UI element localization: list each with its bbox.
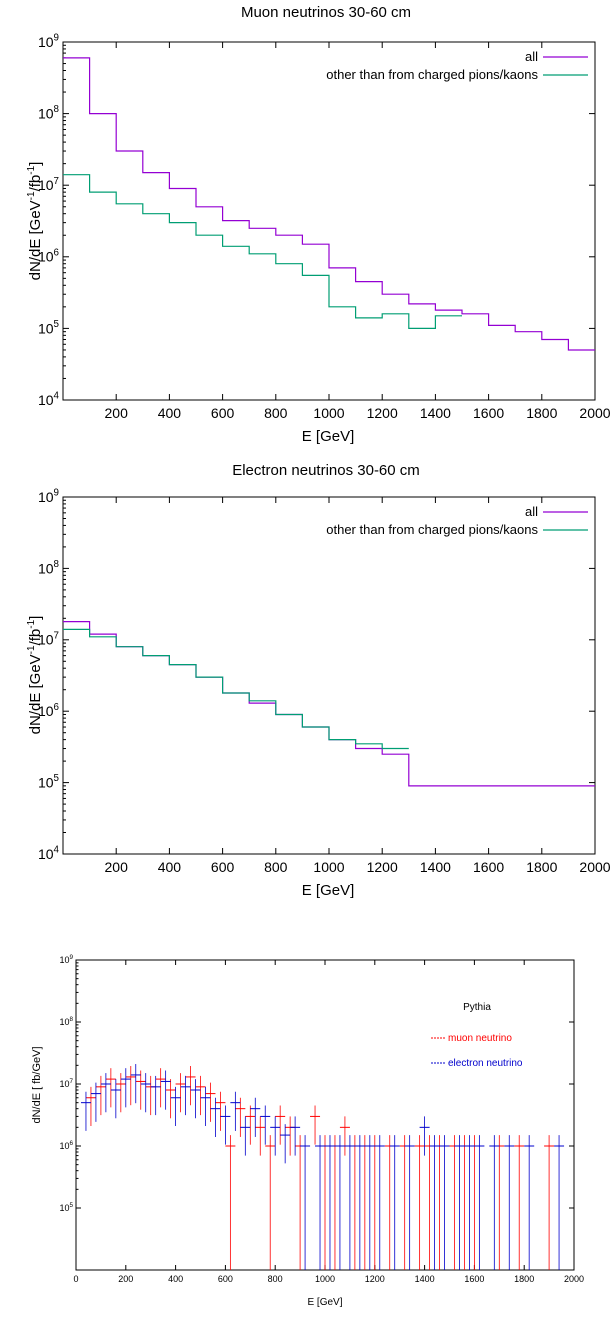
series-group <box>63 621 595 787</box>
x-tick-label: 800 <box>264 405 288 421</box>
axis-ticks: 200 400 600 800 1000 1200 1400 1600 1800 2000 104 1… <box>38 488 611 875</box>
x-tick-label: 1200 <box>367 859 398 875</box>
chart-title: Electron neutrinos 30-60 cm <box>232 462 420 479</box>
series-line-all <box>63 57 595 351</box>
legend: Pythia muon neutrino electron neutrino <box>431 1002 523 1069</box>
x-tick-label: 1200 <box>365 1274 385 1284</box>
legend-label-all: all <box>525 49 538 64</box>
x-tick-label: 400 <box>158 405 182 421</box>
panel-muon: Muon neutrinos 30-60 cm 200 400 600 800 1000… <box>26 4 611 445</box>
series-group <box>80 1064 565 1270</box>
x-tick-label: 1800 <box>526 405 557 421</box>
x-axis-label: E [GeV] <box>302 428 355 445</box>
y-axis-label: dN/dE [ fb/GeV] <box>31 1046 43 1123</box>
y-tick-label: 105 <box>38 319 60 336</box>
legend-label-other: other than from charged pions/kaons <box>326 522 538 537</box>
x-tick-label: 400 <box>168 1274 183 1284</box>
x-tick-label: 800 <box>264 859 288 875</box>
y-tick-label: 107 <box>59 1078 73 1089</box>
x-tick-label: 1600 <box>473 405 504 421</box>
y-tick-label: 106 <box>59 1140 73 1151</box>
x-tick-label: 1600 <box>464 1274 484 1284</box>
y-tick-label: 107 <box>38 176 59 193</box>
series-group <box>63 57 595 351</box>
x-axis-label: E [GeV] <box>302 882 355 899</box>
legend-label-other: other than from charged pions/kaons <box>326 67 538 82</box>
y-tick-label: 104 <box>38 391 60 408</box>
y-tick-label: 108 <box>38 559 60 576</box>
panel-electron: Electron neutrinos 30-60 cm 200 400 600 800… <box>26 462 611 899</box>
x-tick-label: 400 <box>158 859 182 875</box>
x-tick-label: 1400 <box>420 859 451 875</box>
x-tick-label: 1200 <box>367 405 398 421</box>
x-tick-label: 1400 <box>420 405 451 421</box>
x-tick-label: 200 <box>105 405 129 421</box>
y-tick-label: 104 <box>38 845 60 862</box>
y-tick-label: 108 <box>59 1016 73 1027</box>
x-tick-label: 200 <box>118 1274 133 1284</box>
series-line-other <box>63 174 462 329</box>
x-tick-label: 200 <box>105 859 129 875</box>
y-tick-label: 106 <box>38 702 60 719</box>
x-tick-label: 2000 <box>564 1274 584 1284</box>
plot-frame <box>62 496 596 855</box>
x-axis-label: E [GeV] <box>307 1297 342 1308</box>
axis-ticks: 200 400 600 800 1000 1200 1400 1600 1800 2000 104 1… <box>38 33 611 421</box>
y-tick-label: 105 <box>59 1202 73 1213</box>
x-tick-label: 1800 <box>514 1274 534 1284</box>
y-axis-label: dN/dE [GeV-1/fb-1] <box>26 162 44 281</box>
series-line-other <box>63 628 409 750</box>
y-tick-label: 109 <box>38 33 59 50</box>
panel-pythia: 0 200 400 600 800 1000 1200 1400 1600 1800 2000 105… <box>31 954 584 1308</box>
y-axis-label: dN/dE [GeV-1/fb-1] <box>26 616 44 735</box>
x-tick-label: 2000 <box>579 405 610 421</box>
y-tick-label: 109 <box>59 954 73 965</box>
y-tick-label: 108 <box>38 104 60 121</box>
plot-frame <box>62 41 596 401</box>
y-tick-label: 106 <box>38 247 60 264</box>
chart-title: Muon neutrinos 30-60 cm <box>241 4 411 21</box>
x-tick-label: 1400 <box>415 1274 435 1284</box>
legend: all other than from charged pions/kaons <box>326 49 588 82</box>
x-tick-label: 1800 <box>526 859 557 875</box>
legend: all other than from charged pions/kaons <box>326 504 588 537</box>
y-tick-label: 109 <box>38 488 59 505</box>
axis-ticks: 0 200 400 600 800 1000 1200 1400 1600 1800 2000 105… <box>59 954 584 1284</box>
x-tick-label: 600 <box>211 859 235 875</box>
legend-label-electron: electron neutrino <box>448 1058 523 1069</box>
x-tick-label: 600 <box>211 405 235 421</box>
y-tick-label: 105 <box>38 773 60 790</box>
legend-label-muon: muon neutrino <box>448 1033 512 1044</box>
x-tick-label: 1600 <box>473 859 504 875</box>
legend-title: Pythia <box>463 1002 491 1013</box>
x-tick-label: 600 <box>218 1274 233 1284</box>
legend-label-all: all <box>525 504 538 519</box>
x-tick-label: 2000 <box>579 859 610 875</box>
x-tick-label: 800 <box>268 1274 283 1284</box>
x-tick-label: 0 <box>73 1274 78 1284</box>
x-tick-label: 1000 <box>315 1274 335 1284</box>
y-tick-label: 107 <box>38 630 59 647</box>
x-tick-label: 1000 <box>313 405 344 421</box>
x-tick-label: 1000 <box>313 859 344 875</box>
